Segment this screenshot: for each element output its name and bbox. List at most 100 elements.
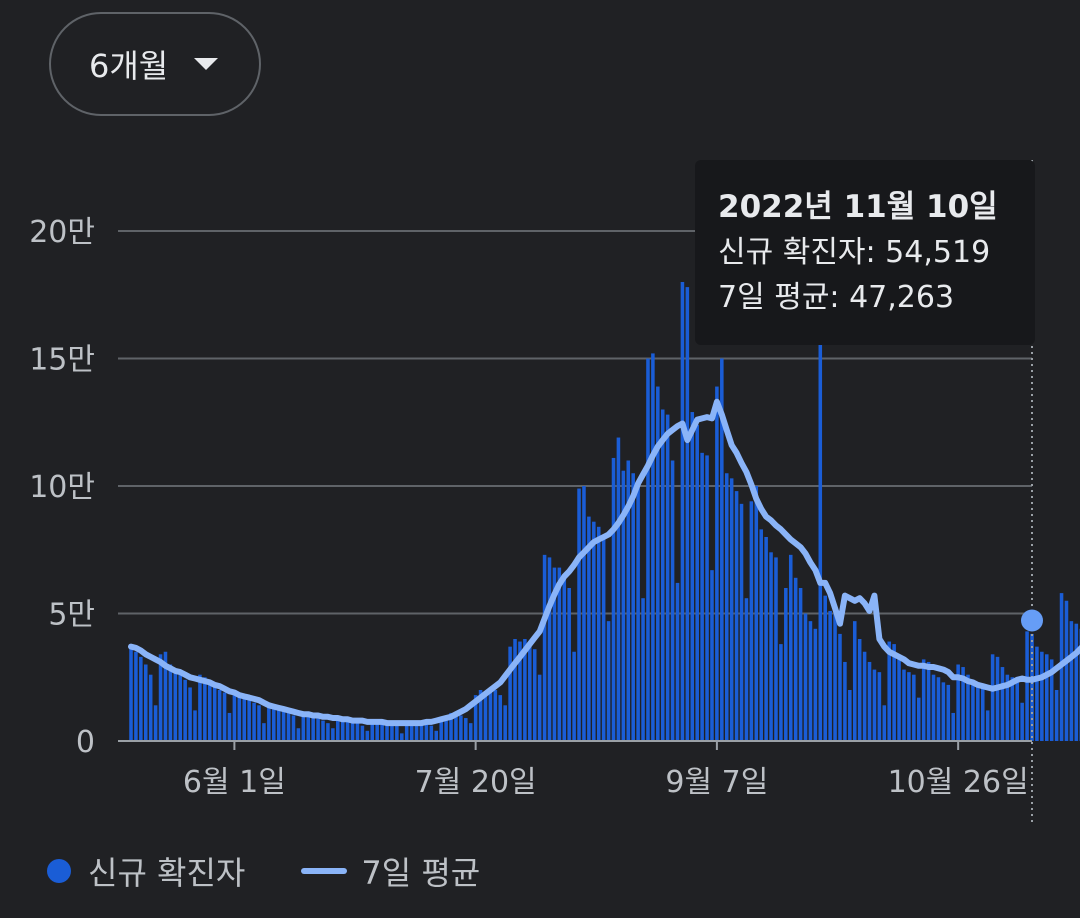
- caret-down-icon: [194, 58, 219, 70]
- legend-avg-label: 7일 평균: [361, 854, 481, 892]
- range-label: 6개월: [89, 47, 169, 85]
- bar: [769, 552, 773, 741]
- bar: [843, 661, 847, 741]
- bar: [660, 409, 665, 741]
- bar: [331, 728, 335, 741]
- bar: [198, 674, 202, 741]
- bar: [1049, 659, 1054, 741]
- bar: [897, 659, 901, 741]
- bar: [508, 646, 512, 741]
- bar: [424, 723, 429, 741]
- bar: [784, 588, 788, 741]
- bar: [321, 720, 325, 741]
- bar: [419, 723, 424, 741]
- bar: [774, 557, 778, 741]
- bar: [557, 567, 562, 741]
- bar: [616, 437, 621, 741]
- bar: [838, 633, 842, 741]
- bar: [212, 684, 217, 741]
- chart-labels: 0 5만 10만 15만 20만 6월 1일 7월 20일 9월 7일 10월 26일: [29, 215, 1028, 800]
- bar: [272, 705, 276, 741]
- bar: [498, 695, 503, 741]
- bar: [434, 730, 439, 741]
- bar: [912, 674, 916, 741]
- bar: [478, 690, 483, 741]
- bar: [148, 674, 153, 741]
- bar: [892, 644, 896, 741]
- bar: [793, 577, 798, 741]
- bar: [695, 424, 699, 741]
- bar: [700, 452, 704, 741]
- bar: [276, 707, 281, 741]
- bar: [734, 491, 739, 741]
- bar: [464, 718, 468, 741]
- bar: [336, 718, 340, 741]
- bar: [739, 503, 744, 741]
- bar: [577, 488, 581, 741]
- bar: [252, 702, 256, 741]
- bar: [173, 672, 178, 741]
- bar: [1074, 623, 1079, 741]
- bar: [547, 557, 552, 741]
- bar: [227, 712, 232, 741]
- bar: [636, 483, 640, 741]
- x-tick-label: 7월 20일: [415, 765, 537, 800]
- bar: [222, 692, 227, 741]
- avg-line: [128, 398, 1080, 727]
- bar: [134, 651, 138, 741]
- bar: [380, 723, 384, 741]
- bar: [754, 486, 759, 741]
- bar: [641, 598, 645, 741]
- bar: [916, 697, 921, 741]
- chart-marker: [1021, 609, 1043, 632]
- bar: [852, 621, 857, 741]
- bar: [375, 720, 379, 741]
- bar: [414, 723, 419, 741]
- bar: [242, 695, 247, 741]
- bar: [946, 684, 951, 741]
- bar: [1054, 690, 1059, 741]
- bar: [675, 582, 680, 741]
- bar: [1069, 621, 1074, 741]
- bar: [429, 725, 434, 741]
- bar: [680, 282, 685, 741]
- bar: [626, 460, 631, 741]
- bar: [1044, 654, 1049, 741]
- bar: [163, 651, 168, 741]
- bar: [715, 386, 719, 741]
- bar: [143, 664, 148, 741]
- bar: [444, 715, 448, 741]
- bar: [646, 358, 650, 741]
- tooltip: 2022년 11월 10일 신규 확진자: 54,519 7일 평균: 47,2…: [695, 160, 1035, 345]
- bar: [528, 641, 532, 741]
- range-select[interactable]: 6개월: [49, 12, 261, 116]
- bar: [316, 718, 320, 741]
- bar: [759, 529, 763, 741]
- bar: [203, 677, 207, 741]
- bar: [370, 720, 375, 741]
- bar: [326, 723, 330, 741]
- bar: [542, 554, 547, 741]
- bar: [360, 725, 365, 741]
- bar: [936, 677, 941, 741]
- bar: [685, 287, 690, 741]
- bar: [872, 669, 877, 741]
- bar: [390, 725, 394, 741]
- bar: [404, 723, 409, 741]
- bar: [857, 639, 862, 741]
- tooltip-date: 2022년 11월 10일: [718, 189, 998, 225]
- x-tick-label: 6월 1일: [183, 765, 286, 800]
- highlight-point: [1021, 609, 1043, 632]
- bar: [454, 715, 458, 741]
- bar: [168, 664, 173, 741]
- bar: [291, 715, 296, 741]
- x-tick-label: 10월 26일: [888, 765, 1029, 800]
- bar: [985, 710, 990, 741]
- bar: [966, 674, 970, 741]
- bar: [907, 672, 911, 741]
- bar: [971, 679, 975, 741]
- bar: [350, 720, 355, 741]
- bar: [473, 695, 478, 741]
- bar: [803, 613, 808, 741]
- bar: [518, 641, 522, 741]
